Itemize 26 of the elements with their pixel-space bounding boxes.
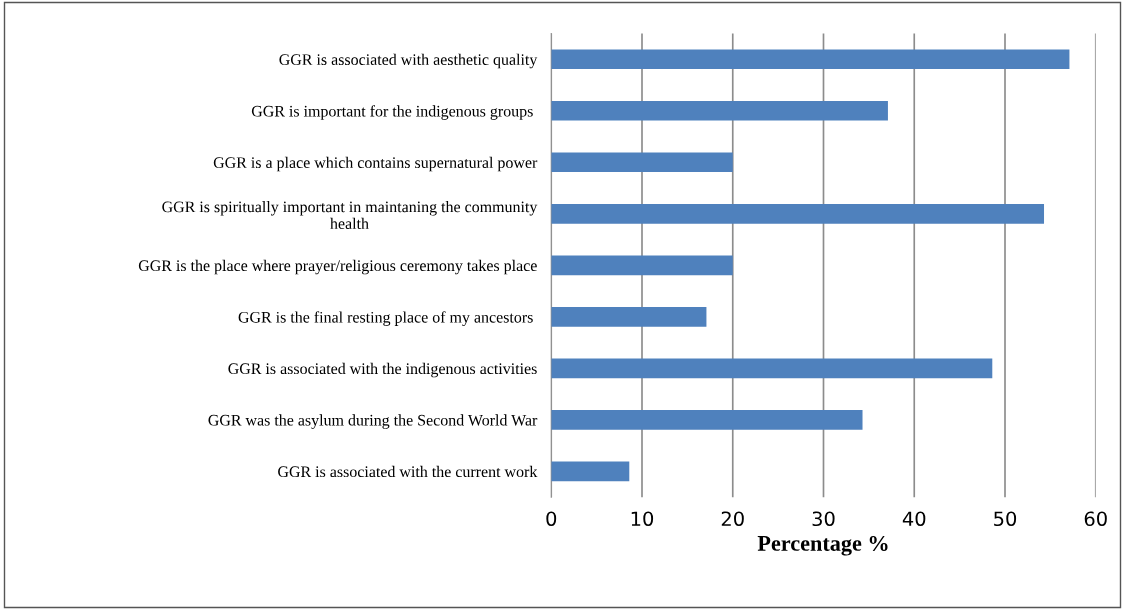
x-tick-label: 20	[721, 511, 744, 527]
bar	[551, 255, 733, 276]
bar	[551, 101, 888, 121]
bar	[551, 204, 1045, 224]
x-axis-title: Percentage %	[757, 535, 888, 556]
y-tick-label: GGR is spiritually important in maintaning the community health	[162, 201, 538, 230]
y-tick-label: GGR is important for the indigenous groups	[251, 105, 533, 120]
bar	[551, 49, 1070, 70]
y-tick-label: GGR was the asylum during the Second World War	[208, 414, 538, 429]
x-tick-label: 30	[812, 511, 835, 527]
y-tick-label: GGR is associated with the current work	[278, 465, 538, 478]
bar	[551, 152, 733, 173]
y-tick-label: GGR is associated with aesthetic quality	[279, 53, 538, 69]
bar	[551, 307, 707, 327]
y-tick-label: GGR is the place where prayer/religious ceremony takes place	[138, 259, 537, 275]
x-tick-label: 60	[1084, 511, 1107, 527]
bar	[551, 410, 863, 430]
bar	[551, 461, 630, 482]
bar	[551, 358, 993, 379]
x-tick-label: 40	[902, 511, 926, 527]
y-tick-label: GGR is a place which contains supernatural power	[213, 156, 538, 172]
x-tick-label: 0	[546, 511, 557, 527]
x-tick-label: 50	[994, 511, 1017, 527]
x-tick-label: 10	[631, 511, 654, 527]
y-tick-label: GGR is associated with the indigenous activities	[228, 362, 537, 378]
y-tick-label: GGR is the final resting place of my ancestors	[238, 311, 533, 326]
